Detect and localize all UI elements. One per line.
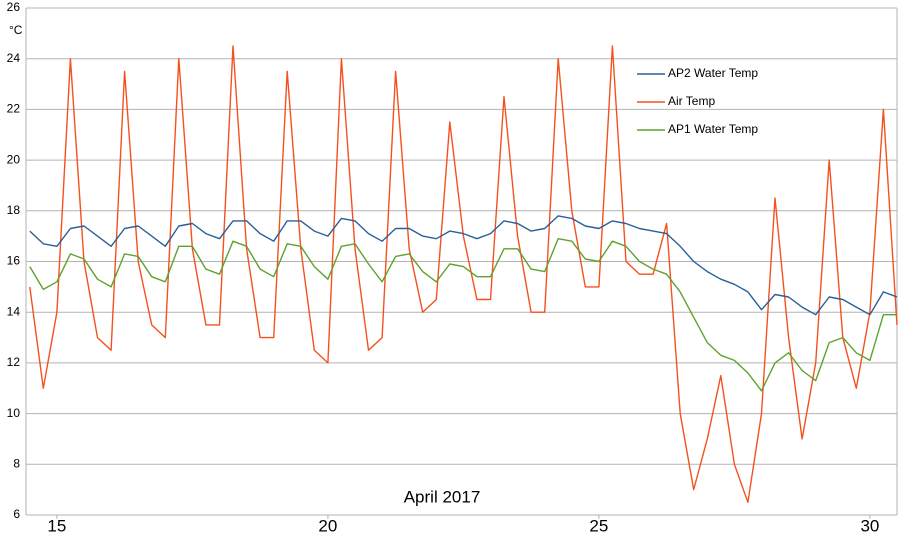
y-tick-label: 20 — [7, 152, 21, 166]
data-line — [29, 45, 898, 503]
y-tick-label: 24 — [7, 51, 21, 65]
y-tick-label: 14 — [7, 304, 21, 318]
y-tick-label: 8 — [13, 456, 20, 470]
y-tick-label: 10 — [7, 406, 21, 420]
legend-label: AP1 Water Temp — [668, 122, 758, 136]
y-tick-label: 22 — [7, 102, 21, 116]
data-line — [29, 238, 897, 392]
x-tick-label: 30 — [860, 516, 879, 535]
y-tick-label: 26 — [7, 0, 21, 14]
x-axis-label: April 2017 — [404, 487, 481, 506]
legend-label: Air Temp — [668, 94, 715, 108]
y-tick-label: 16 — [7, 254, 21, 268]
legend-label: AP2 Water Temp — [668, 66, 758, 80]
y-tick-label: 18 — [7, 203, 21, 217]
x-tick-label: 25 — [589, 516, 608, 535]
data-line — [29, 215, 898, 316]
y-tick-label: 12 — [7, 355, 21, 369]
x-tick-label: 20 — [318, 516, 337, 535]
y-axis-label: °C — [9, 23, 23, 37]
y-tick-label: 6 — [13, 507, 20, 521]
x-tick-label: 15 — [47, 516, 66, 535]
